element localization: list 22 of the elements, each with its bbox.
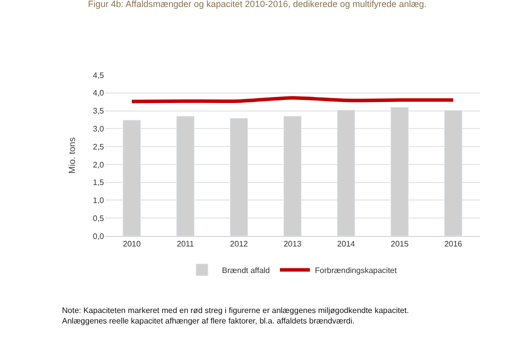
- x-tick-label: 2010: [122, 240, 142, 249]
- y-tick-label: 0,0: [92, 232, 105, 241]
- y-tick-label: 4,0: [92, 88, 105, 98]
- legend-label: Forbrændingskapacitet: [314, 266, 398, 275]
- x-tick-label: 2013: [284, 240, 302, 249]
- y-tick-label: 3,0: [92, 124, 105, 134]
- x-tick-label: 2012: [230, 240, 248, 249]
- y-tick-label: 2,5: [92, 142, 105, 152]
- y-tick-label: 2,0: [92, 160, 105, 170]
- y-tick-label: 1,0: [92, 196, 105, 206]
- text: Note: Kapaciteten markeret med en rød streg i figurerne er anlæggenes miljøgodkendte kapacitet. Anlæggenes reelle kapacitet afhænger af flere faktorer, bl.a. affaldets brændværdi.: [62, 306, 409, 326]
- y-tick-label: 3,5: [92, 106, 105, 116]
- x-tick-label: 2015: [390, 240, 410, 249]
- x-tick-label: 2011: [176, 240, 195, 249]
- chart-title: Figur 4b: Affaldsmængder og kapacitet 2010-2016, dedikerede og multifyrede anlæg.: [88, 0, 427, 9]
- y-tick-label: 1,5: [92, 178, 105, 188]
- y-tick-label: 0,5: [92, 214, 105, 223]
- legend-label: Brændt affald: [222, 266, 270, 275]
- y-tick-label: 4,5: [92, 70, 105, 80]
- x-tick-label: 2014: [337, 240, 356, 249]
- x-tick-label: 2016: [444, 240, 463, 249]
- y-axis-title: Mio. tons: [67, 136, 78, 174]
